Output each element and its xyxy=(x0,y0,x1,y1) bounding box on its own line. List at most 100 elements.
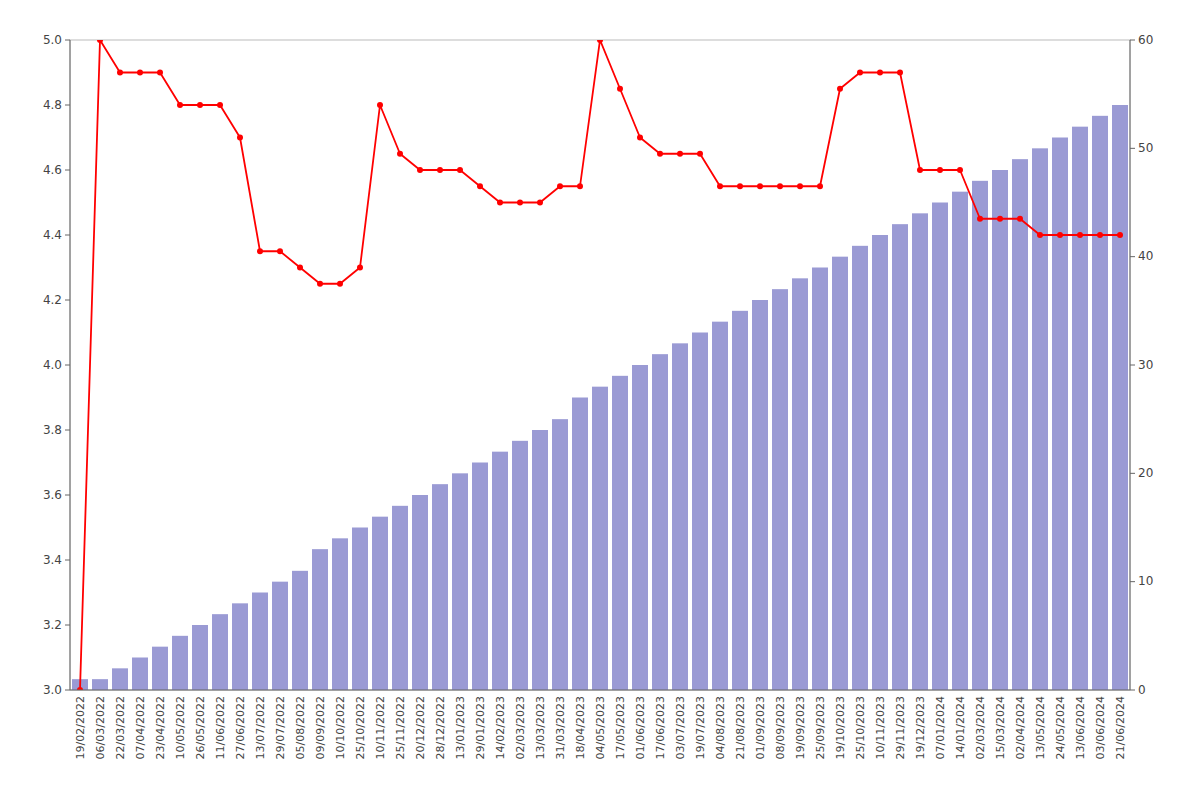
bar xyxy=(132,658,148,691)
y-tick-label: 3.4 xyxy=(43,553,62,567)
x-tick-label: 15/03/2024 xyxy=(994,696,1007,759)
x-tick-label: 11/06/2022 xyxy=(214,696,227,759)
y-tick xyxy=(65,40,70,41)
bar xyxy=(512,441,528,690)
y-tick-label: 3.8 xyxy=(43,423,62,437)
x-tick-label: 19/07/2023 xyxy=(694,696,707,759)
bar xyxy=(772,289,788,690)
x-tick-label: 14/01/2024 xyxy=(954,696,967,759)
plot-frame xyxy=(70,40,1130,690)
y-tick xyxy=(65,495,70,496)
x-tick-label: 13/03/2023 xyxy=(534,696,547,759)
y-tick xyxy=(65,690,70,691)
y-tick xyxy=(65,560,70,561)
x-tick-label: 05/08/2022 xyxy=(294,696,307,759)
bar xyxy=(372,517,388,690)
y-tick-label: 4.8 xyxy=(43,98,62,112)
bar xyxy=(652,354,668,690)
line xyxy=(80,40,1120,690)
y-tick-label: 3.0 xyxy=(43,683,62,697)
x-tick-label: 26/05/2022 xyxy=(194,696,207,759)
y2-tick xyxy=(1130,473,1135,474)
bar xyxy=(1112,105,1128,690)
y-tick-label: 4.2 xyxy=(43,293,62,307)
y-tick xyxy=(65,170,70,171)
bar xyxy=(532,430,548,690)
bar xyxy=(1052,138,1068,691)
x-tick-label: 27/06/2022 xyxy=(234,696,247,759)
bar xyxy=(472,463,488,691)
x-tick-label: 01/09/2023 xyxy=(754,696,767,759)
x-tick-label: 19/10/2023 xyxy=(834,696,847,759)
x-tick-label: 07/04/2022 xyxy=(134,696,147,759)
x-tick-label: 04/05/2023 xyxy=(594,696,607,759)
x-tick-label: 10/10/2022 xyxy=(334,696,347,759)
x-tick-label: 22/03/2022 xyxy=(114,696,127,759)
x-tick-label: 28/12/2022 xyxy=(434,696,447,759)
y2-tick-label: 10 xyxy=(1138,574,1153,588)
x-tick-label: 13/05/2024 xyxy=(1034,696,1047,759)
x-tick-label: 17/05/2023 xyxy=(614,696,627,759)
x-tick-label: 19/02/2022 xyxy=(74,696,87,759)
x-tick-label: 02/03/2023 xyxy=(514,696,527,759)
data-group xyxy=(72,40,1128,690)
x-tick-label: 10/05/2022 xyxy=(174,696,187,759)
bar xyxy=(212,614,228,690)
bar xyxy=(192,625,208,690)
bar xyxy=(572,398,588,691)
bar xyxy=(932,203,948,691)
x-tick-label: 25/10/2022 xyxy=(354,696,367,759)
x-tick-label: 13/01/2023 xyxy=(454,696,467,759)
bar xyxy=(412,495,428,690)
bar xyxy=(872,235,888,690)
bar xyxy=(812,268,828,691)
y2-tick xyxy=(1130,365,1135,366)
x-tick-label: 02/03/2024 xyxy=(974,696,987,759)
bar xyxy=(232,603,248,690)
bar xyxy=(972,181,988,690)
x-tick-label: 02/04/2024 xyxy=(1014,696,1027,759)
x-tick-label: 14/02/2023 xyxy=(494,696,507,759)
y-tick-label: 3.6 xyxy=(43,488,62,502)
bar xyxy=(112,668,128,690)
bar xyxy=(612,376,628,690)
bar xyxy=(672,343,688,690)
bar xyxy=(312,549,328,690)
y-tick-label: 4.0 xyxy=(43,358,62,372)
bar xyxy=(432,484,448,690)
bar xyxy=(452,473,468,690)
x-tick-label: 09/09/2022 xyxy=(314,696,327,759)
x-tick-label: 31/03/2023 xyxy=(554,696,567,759)
bar xyxy=(1072,127,1088,690)
bar xyxy=(92,679,108,690)
bar xyxy=(732,311,748,690)
x-tick-label: 04/08/2023 xyxy=(714,696,727,759)
y-tick xyxy=(65,300,70,301)
y2-tick-label: 0 xyxy=(1138,683,1146,697)
x-tick-label: 01/06/2023 xyxy=(634,696,647,759)
chart: 3.03.23.43.63.84.04.24.44.64.85.00102030… xyxy=(0,0,1200,800)
x-tick-label: 25/11/2022 xyxy=(394,696,407,759)
x-tick-label: 29/07/2022 xyxy=(274,696,287,759)
x-tick-label: 23/04/2022 xyxy=(154,696,167,759)
bar xyxy=(792,278,808,690)
bar xyxy=(392,506,408,690)
y2-tick-label: 30 xyxy=(1138,358,1153,372)
bar xyxy=(552,419,568,690)
bar xyxy=(492,452,508,690)
y-tick-label: 5.0 xyxy=(43,33,62,47)
bar xyxy=(592,387,608,690)
x-tick-label: 25/10/2023 xyxy=(854,696,867,759)
y-tick xyxy=(65,235,70,236)
bar xyxy=(832,257,848,690)
x-tick-label: 24/05/2024 xyxy=(1054,696,1067,759)
bar xyxy=(952,192,968,690)
x-tick-label: 08/09/2023 xyxy=(774,696,787,759)
bar xyxy=(352,528,368,691)
y-tick xyxy=(65,430,70,431)
x-tick-label: 10/11/2022 xyxy=(374,696,387,759)
x-tick-label: 19/09/2023 xyxy=(794,696,807,759)
x-tick-label: 18/04/2023 xyxy=(574,696,587,759)
x-tick-label: 25/09/2023 xyxy=(814,696,827,759)
x-tick-label: 03/06/2024 xyxy=(1094,696,1107,759)
